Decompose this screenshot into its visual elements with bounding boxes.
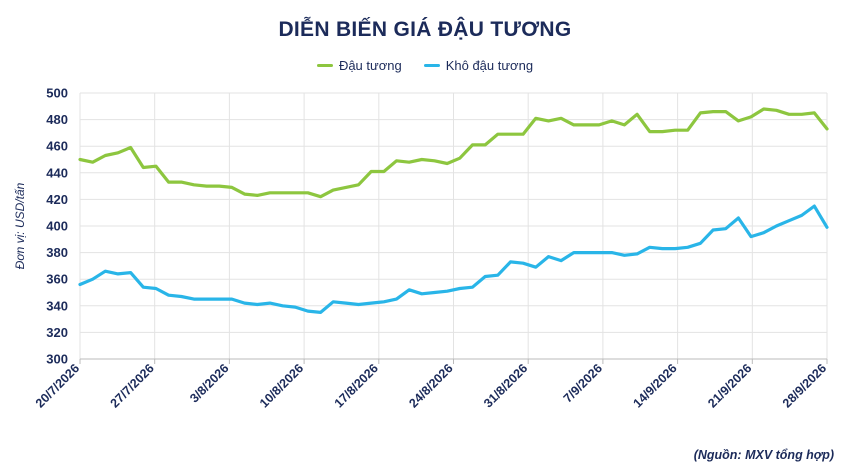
y-tick-label: 420 <box>46 192 68 207</box>
y-tick-label: 380 <box>46 245 68 260</box>
y-tick-label: 320 <box>46 325 68 340</box>
x-tick-label: 7/9/2026 <box>561 361 605 405</box>
x-tick-label: 27/7/2026 <box>108 361 157 410</box>
y-tick-label: 360 <box>46 272 68 287</box>
y-tick-label: 340 <box>46 298 68 313</box>
y-tick-label: 480 <box>46 112 68 127</box>
y-tick-label: 460 <box>46 139 68 154</box>
x-tick-label: 14/9/2026 <box>631 361 680 410</box>
legend-item-soybean: Đậu tương <box>316 58 402 73</box>
legend-swatch-soybean <box>316 64 333 67</box>
chart-legend: Đậu tương Khô đậu tương <box>0 58 850 73</box>
x-tick-label: 3/8/2026 <box>187 361 231 405</box>
source-note: (Nguồn: MXV tổng hợp) <box>693 448 834 462</box>
y-tick-label: 400 <box>46 219 68 234</box>
y-axis-title: Đơn vị: USD/tấn <box>13 182 27 269</box>
y-tick-label: 300 <box>46 352 68 367</box>
x-tick-label: 20/7/2026 <box>33 361 82 410</box>
y-tick-label: 440 <box>46 165 68 180</box>
soybean-meal-price-line <box>78 204 829 314</box>
legend-label-soybean-meal: Khô đậu tương <box>445 58 534 73</box>
x-tick-label: 28/9/2026 <box>780 361 829 410</box>
y-tick-label: 500 <box>46 86 68 101</box>
legend-item-soybean-meal: Khô đậu tương <box>423 58 534 73</box>
x-tick-label: 24/8/2026 <box>406 361 455 410</box>
x-tick-label: 10/8/2026 <box>257 361 306 410</box>
chart-title: DIỄN BIẾN GIÁ ĐẬU TƯƠNG <box>278 18 572 41</box>
x-tick-label: 21/9/2026 <box>705 361 754 410</box>
x-tick-label: 17/8/2026 <box>332 361 381 410</box>
legend-label-soybean: Đậu tương <box>338 58 402 73</box>
x-tick-label: 31/8/2026 <box>481 361 530 410</box>
legend-swatch-soybean-meal <box>423 64 440 67</box>
soybean-price-line <box>78 107 829 199</box>
